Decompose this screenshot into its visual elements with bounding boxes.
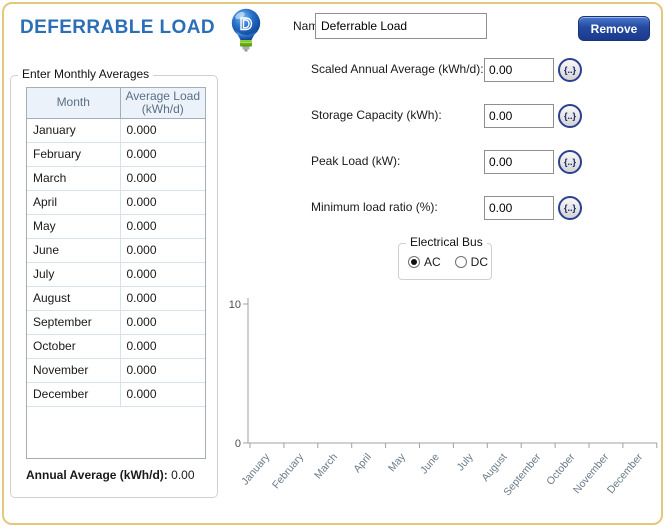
scaled-annual-average-input[interactable]	[484, 58, 554, 82]
month-cell: December	[27, 382, 121, 407]
month-label: July	[454, 451, 476, 474]
dc-radio-label: DC	[470, 255, 489, 269]
electrical-bus-group-label: Electrical Bus	[406, 235, 487, 249]
y-axis-min-label: 0	[235, 438, 241, 450]
month-cell: March	[27, 166, 121, 191]
table-header-row: Month Average Load (kWh/d)	[27, 88, 205, 119]
storage-capacity-sensitivity-button[interactable]: {..}	[558, 104, 582, 128]
month-label: May	[386, 451, 408, 474]
storage-capacity-input[interactable]	[484, 104, 554, 128]
peak-load-sensitivity-button[interactable]: {..}	[558, 150, 582, 174]
average-load-column-header: Average Load (kWh/d)	[120, 88, 205, 119]
bulb-letter: D	[240, 15, 252, 34]
annual-average-value: 0.00	[171, 468, 195, 482]
x-axis-month-labels: January February March April May June Ju…	[239, 451, 645, 499]
minimum-load-ratio-sensitivity-button[interactable]: {..}	[558, 196, 582, 220]
average-load-cell[interactable]: 0.000	[120, 214, 205, 239]
annual-average: Annual Average (kWh/d): 0.00	[26, 468, 195, 482]
month-column-header: Month	[27, 88, 121, 119]
month-cell: June	[27, 238, 121, 263]
month-label: December	[605, 451, 646, 496]
electrical-bus-groupbox: Electrical Bus AC DC	[398, 235, 492, 280]
month-cell: October	[27, 334, 121, 359]
month-cell: April	[27, 190, 121, 215]
table-row: August 0.000	[27, 286, 205, 311]
annual-average-label: Annual Average (kWh/d):	[26, 468, 168, 482]
month-cell: November	[27, 358, 121, 383]
month-label: March	[312, 451, 340, 481]
name-input[interactable]	[315, 13, 487, 39]
monthly-averages-group-label: Enter Monthly Averages	[18, 67, 154, 81]
month-cell: July	[27, 262, 121, 287]
month-label: January	[239, 451, 273, 488]
average-load-cell[interactable]: 0.000	[120, 334, 205, 359]
ac-radio-label: AC	[424, 255, 441, 269]
average-load-cell[interactable]: 0.000	[120, 382, 205, 407]
remove-button[interactable]: Remove	[578, 16, 650, 41]
month-label: February	[270, 451, 307, 491]
y-axis-max-label: 10	[229, 299, 241, 311]
monthly-averages-table: Month Average Load (kWh/d) January 0.000 …	[26, 87, 206, 459]
month-cell: February	[27, 142, 121, 167]
average-load-cell[interactable]: 0.000	[120, 166, 205, 191]
month-label: October	[544, 451, 578, 488]
month-cell: August	[27, 286, 121, 311]
average-load-cell[interactable]: 0.000	[120, 286, 205, 311]
monthly-averages-groupbox: Enter Monthly Averages Month Average Loa…	[10, 67, 218, 498]
ac-radio-option[interactable]: AC	[408, 255, 441, 269]
table-row: March 0.000	[27, 166, 205, 191]
month-label: August	[479, 451, 509, 484]
storage-capacity-label: Storage Capacity (kWh):	[311, 108, 442, 122]
table-row: September 0.000	[27, 310, 205, 335]
table-row: October 0.000	[27, 334, 205, 359]
month-label: April	[351, 451, 374, 475]
minimum-load-ratio-input[interactable]	[484, 196, 554, 220]
table-row: November 0.000	[27, 358, 205, 383]
dc-radio-option[interactable]: DC	[454, 255, 489, 269]
average-load-cell[interactable]: 0.000	[120, 142, 205, 167]
scaled-annual-average-sensitivity-button[interactable]: {..}	[558, 58, 582, 82]
deferrable-load-bulb-icon: D	[231, 8, 261, 52]
scaled-annual-average-label: Scaled Annual Average (kWh/d):	[311, 62, 484, 76]
average-load-cell[interactable]: 0.000	[120, 190, 205, 215]
average-load-cell[interactable]: 0.000	[120, 262, 205, 287]
month-label: June	[418, 451, 442, 476]
month-cell: January	[27, 118, 121, 143]
average-load-cell[interactable]: 0.000	[120, 358, 205, 383]
peak-load-label: Peak Load (kW):	[311, 154, 401, 168]
month-cell: September	[27, 310, 121, 335]
peak-load-input[interactable]	[484, 150, 554, 174]
table-row: July 0.000	[27, 262, 205, 287]
table-row: January 0.000	[27, 118, 205, 143]
average-load-cell[interactable]: 0.000	[120, 118, 205, 143]
monthly-load-chart: 10 0 January February March April May Ju…	[229, 298, 658, 499]
x-axis-ticks	[249, 443, 658, 448]
table-row: December 0.000	[27, 382, 205, 407]
page-title: DEFERRABLE LOAD	[20, 17, 215, 38]
average-load-cell[interactable]: 0.000	[120, 238, 205, 263]
average-load-cell[interactable]: 0.000	[120, 310, 205, 335]
month-cell: May	[27, 214, 121, 239]
table-row: February 0.000	[27, 142, 205, 167]
dc-radio-button[interactable]	[454, 256, 467, 268]
table-row: April 0.000	[27, 190, 205, 215]
table-row: June 0.000	[27, 238, 205, 263]
minimum-load-ratio-label: Minimum load ratio (%):	[311, 200, 438, 214]
table-row: May 0.000	[27, 214, 205, 239]
ac-radio-button[interactable]	[408, 256, 420, 268]
